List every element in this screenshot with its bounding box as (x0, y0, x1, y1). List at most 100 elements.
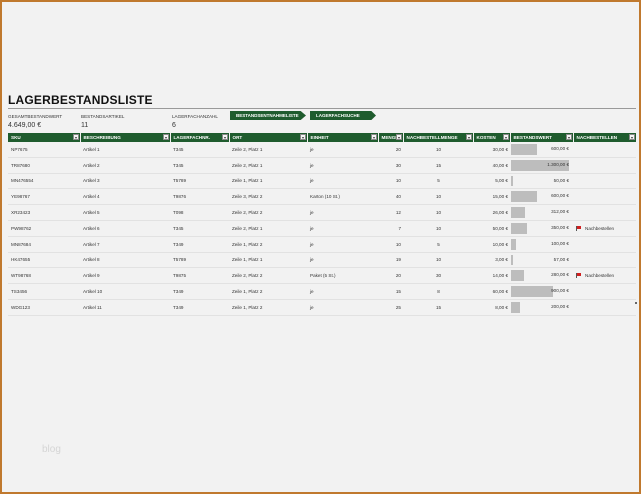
cell-reorder[interactable] (573, 283, 636, 300)
cell-bin-number[interactable]: T098 (170, 204, 229, 221)
cell-bin-number[interactable]: T349 (170, 283, 229, 300)
cell-cost[interactable]: 8,00 € (473, 299, 510, 316)
cell-unit[interactable]: je (307, 283, 378, 300)
cell-bin-number[interactable]: T345 (170, 157, 229, 174)
filter-dropdown-icon[interactable] (162, 134, 169, 140)
cell-description[interactable]: Artikel 8 (80, 252, 170, 269)
cell-reorder-quantity[interactable]: 10 (403, 142, 473, 158)
cell-bin-number[interactable]: T349 (170, 236, 229, 253)
filter-dropdown-icon[interactable] (221, 134, 228, 140)
filter-dropdown-icon[interactable] (628, 134, 635, 140)
cell-unit[interactable]: je (307, 220, 378, 237)
cell-quantity[interactable]: 10 (378, 173, 403, 190)
cell-reorder[interactable] (573, 142, 636, 158)
cell-stock-value[interactable]: 900,00 € (510, 283, 573, 300)
stock-withdrawal-list-button[interactable]: BESTANDSENTNAHMELISTE (230, 111, 306, 120)
cell-location[interactable]: Zeile 2, Platz 2 (229, 267, 307, 285)
cell-location[interactable]: Zeile 1, Platz 2 (229, 299, 307, 316)
cell-bin-number[interactable]: T349 (170, 299, 229, 316)
cell-stock-value[interactable]: 600,00 € (510, 142, 573, 158)
cell-stock-value[interactable]: 600,00 € (510, 188, 573, 206)
cell-reorder[interactable] (573, 299, 636, 316)
cell-quantity[interactable]: 40 (378, 188, 403, 206)
cell-quantity[interactable]: 10 (378, 236, 403, 253)
cell-reorder[interactable]: Nachbestellen (573, 220, 636, 237)
cell-bin-number[interactable]: T345 (170, 142, 229, 158)
filter-dropdown-icon[interactable] (72, 134, 79, 140)
cell-sku[interactable]: HK47655 (8, 252, 80, 269)
cell-sku[interactable]: WDG123 (8, 299, 80, 316)
cell-quantity[interactable]: 12 (378, 204, 403, 221)
cell-stock-value[interactable]: 57,00 € (510, 252, 573, 269)
cell-unit[interactable]: je (307, 299, 378, 316)
filter-dropdown-icon[interactable] (370, 134, 377, 140)
cell-description[interactable]: Artikel 11 (80, 299, 170, 316)
cell-reorder-quantity[interactable]: 10 (403, 252, 473, 269)
cell-reorder-quantity[interactable]: 5 (403, 236, 473, 253)
cell-reorder-quantity[interactable]: 15 (403, 299, 473, 316)
cell-quantity[interactable]: 15 (378, 283, 403, 300)
cell-reorder[interactable] (573, 188, 636, 206)
cell-sku[interactable]: TR87680 (8, 157, 80, 174)
cell-quantity[interactable]: 20 (378, 267, 403, 285)
col-header-cost[interactable]: KOSTEN (473, 133, 511, 142)
cell-cost[interactable]: 60,00 € (473, 283, 510, 300)
cell-location[interactable]: Zeile 2, Platz 1 (229, 220, 307, 237)
cell-unit[interactable]: Karton (10 St.) (307, 188, 378, 206)
cell-sku[interactable]: PW98762 (8, 220, 80, 237)
cell-location[interactable]: Zeile 1, Platz 2 (229, 283, 307, 300)
cell-quantity[interactable]: 7 (378, 220, 403, 237)
cell-description[interactable]: Artikel 9 (80, 267, 170, 285)
cell-stock-value[interactable]: 100,00 € (510, 236, 573, 253)
cell-cost[interactable]: 26,00 € (473, 204, 510, 221)
cell-unit[interactable]: je (307, 252, 378, 269)
cell-reorder[interactable] (573, 252, 636, 269)
cell-quantity[interactable]: 20 (378, 142, 403, 158)
cell-bin-number[interactable]: T9876 (170, 188, 229, 206)
cell-description[interactable]: Artikel 1 (80, 142, 170, 158)
cell-description[interactable]: Artikel 2 (80, 157, 170, 174)
col-header-bin-number[interactable]: LAGERFACHNR. (170, 133, 230, 142)
cell-cost[interactable]: 10,00 € (473, 236, 510, 253)
cell-description[interactable]: Artikel 7 (80, 236, 170, 253)
cell-reorder-quantity[interactable]: 10 (403, 220, 473, 237)
filter-dropdown-icon[interactable] (395, 134, 402, 140)
cell-description[interactable]: Artikel 6 (80, 220, 170, 237)
cell-quantity[interactable]: 25 (378, 299, 403, 316)
cell-unit[interactable]: je (307, 157, 378, 174)
col-header-sku[interactable]: SKU (8, 133, 81, 142)
cell-sku[interactable]: YE98767 (8, 188, 80, 206)
cell-location[interactable]: Zeile 1, Platz 2 (229, 236, 307, 253)
cell-unit[interactable]: je (307, 204, 378, 221)
cell-location[interactable]: Zeile 1, Platz 1 (229, 173, 307, 190)
filter-dropdown-icon[interactable] (465, 134, 472, 140)
cell-bin-number[interactable]: T9875 (170, 267, 229, 285)
cell-bin-number[interactable]: T5789 (170, 252, 229, 269)
cell-bin-number[interactable]: T5789 (170, 173, 229, 190)
cell-stock-value[interactable]: 312,00 € (510, 204, 573, 221)
cell-sku[interactable]: WT98768 (8, 267, 80, 285)
cell-reorder[interactable] (573, 236, 636, 253)
cell-cost[interactable]: 40,00 € (473, 157, 510, 174)
cell-sku[interactable]: MN476554 (8, 173, 80, 190)
cell-unit[interactable]: je (307, 173, 378, 190)
cell-reorder-quantity[interactable]: 8 (403, 283, 473, 300)
cell-stock-value[interactable]: 1.300,00 € (510, 157, 573, 174)
cell-cost[interactable]: 30,00 € (473, 142, 510, 158)
cell-location[interactable]: Zeile 2, Platz 1 (229, 142, 307, 158)
cell-cost[interactable]: 14,00 € (473, 267, 510, 285)
filter-dropdown-icon[interactable] (502, 134, 509, 140)
cell-reorder-quantity[interactable]: 10 (403, 204, 473, 221)
cell-sku[interactable]: MN87684 (8, 236, 80, 253)
cell-reorder[interactable] (573, 204, 636, 221)
cell-reorder-quantity[interactable]: 30 (403, 267, 473, 285)
table-resize-handle[interactable] (635, 302, 637, 304)
col-header-reorder-quantity[interactable]: NACHBESTELLMENGE (403, 133, 474, 142)
cell-reorder-quantity[interactable]: 5 (403, 173, 473, 190)
cell-stock-value[interactable]: 280,00 € (510, 267, 573, 285)
cell-unit[interactable]: Paket (5 St.) (307, 267, 378, 285)
cell-quantity[interactable]: 30 (378, 157, 403, 174)
cell-unit[interactable]: je (307, 142, 378, 158)
cell-sku[interactable]: XR23423 (8, 204, 80, 221)
cell-cost[interactable]: 15,00 € (473, 188, 510, 206)
